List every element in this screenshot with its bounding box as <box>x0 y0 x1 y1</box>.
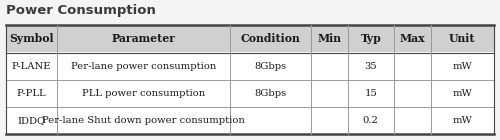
Bar <box>348 25 394 52</box>
Bar <box>57 80 231 107</box>
Text: mW: mW <box>452 89 472 98</box>
Bar <box>348 107 394 134</box>
Text: 15: 15 <box>364 89 377 98</box>
Bar <box>6 80 57 107</box>
Bar <box>57 52 231 80</box>
Text: P-LANE: P-LANE <box>12 62 51 71</box>
Bar <box>230 107 311 134</box>
Text: Max: Max <box>400 33 425 44</box>
Text: Per-lane Shut down power consumption: Per-lane Shut down power consumption <box>42 116 246 125</box>
Text: Typ: Typ <box>360 33 381 44</box>
Bar <box>230 52 311 80</box>
Bar <box>430 107 494 134</box>
Text: Parameter: Parameter <box>112 33 176 44</box>
Bar <box>430 52 494 80</box>
Bar <box>394 52 430 80</box>
Text: 8Gbps: 8Gbps <box>254 62 287 71</box>
Text: mW: mW <box>452 62 472 71</box>
Bar <box>311 107 348 134</box>
Bar <box>230 80 311 107</box>
Bar <box>311 25 348 52</box>
Text: IDDQ: IDDQ <box>18 116 46 125</box>
Bar <box>311 52 348 80</box>
Text: 0.2: 0.2 <box>363 116 378 125</box>
Text: Condition: Condition <box>241 33 300 44</box>
Text: Symbol: Symbol <box>10 33 54 44</box>
Text: 8Gbps: 8Gbps <box>254 89 287 98</box>
Text: Per-lane power consumption: Per-lane power consumption <box>71 62 217 71</box>
Bar <box>6 107 57 134</box>
Text: P-PLL: P-PLL <box>17 89 46 98</box>
Bar <box>348 52 394 80</box>
Bar <box>348 80 394 107</box>
Bar <box>394 25 430 52</box>
Bar <box>430 80 494 107</box>
Text: mW: mW <box>452 116 472 125</box>
Bar <box>311 80 348 107</box>
Bar <box>6 25 57 52</box>
Bar <box>6 52 57 80</box>
Text: Min: Min <box>318 33 342 44</box>
Bar <box>394 80 430 107</box>
Bar <box>394 107 430 134</box>
Text: PLL power consumption: PLL power consumption <box>82 89 206 98</box>
Bar <box>430 25 494 52</box>
Bar <box>57 107 231 134</box>
Text: Power Consumption: Power Consumption <box>6 4 156 17</box>
Bar <box>230 25 311 52</box>
Text: Unit: Unit <box>449 33 475 44</box>
Text: 35: 35 <box>364 62 377 71</box>
Bar <box>57 25 231 52</box>
